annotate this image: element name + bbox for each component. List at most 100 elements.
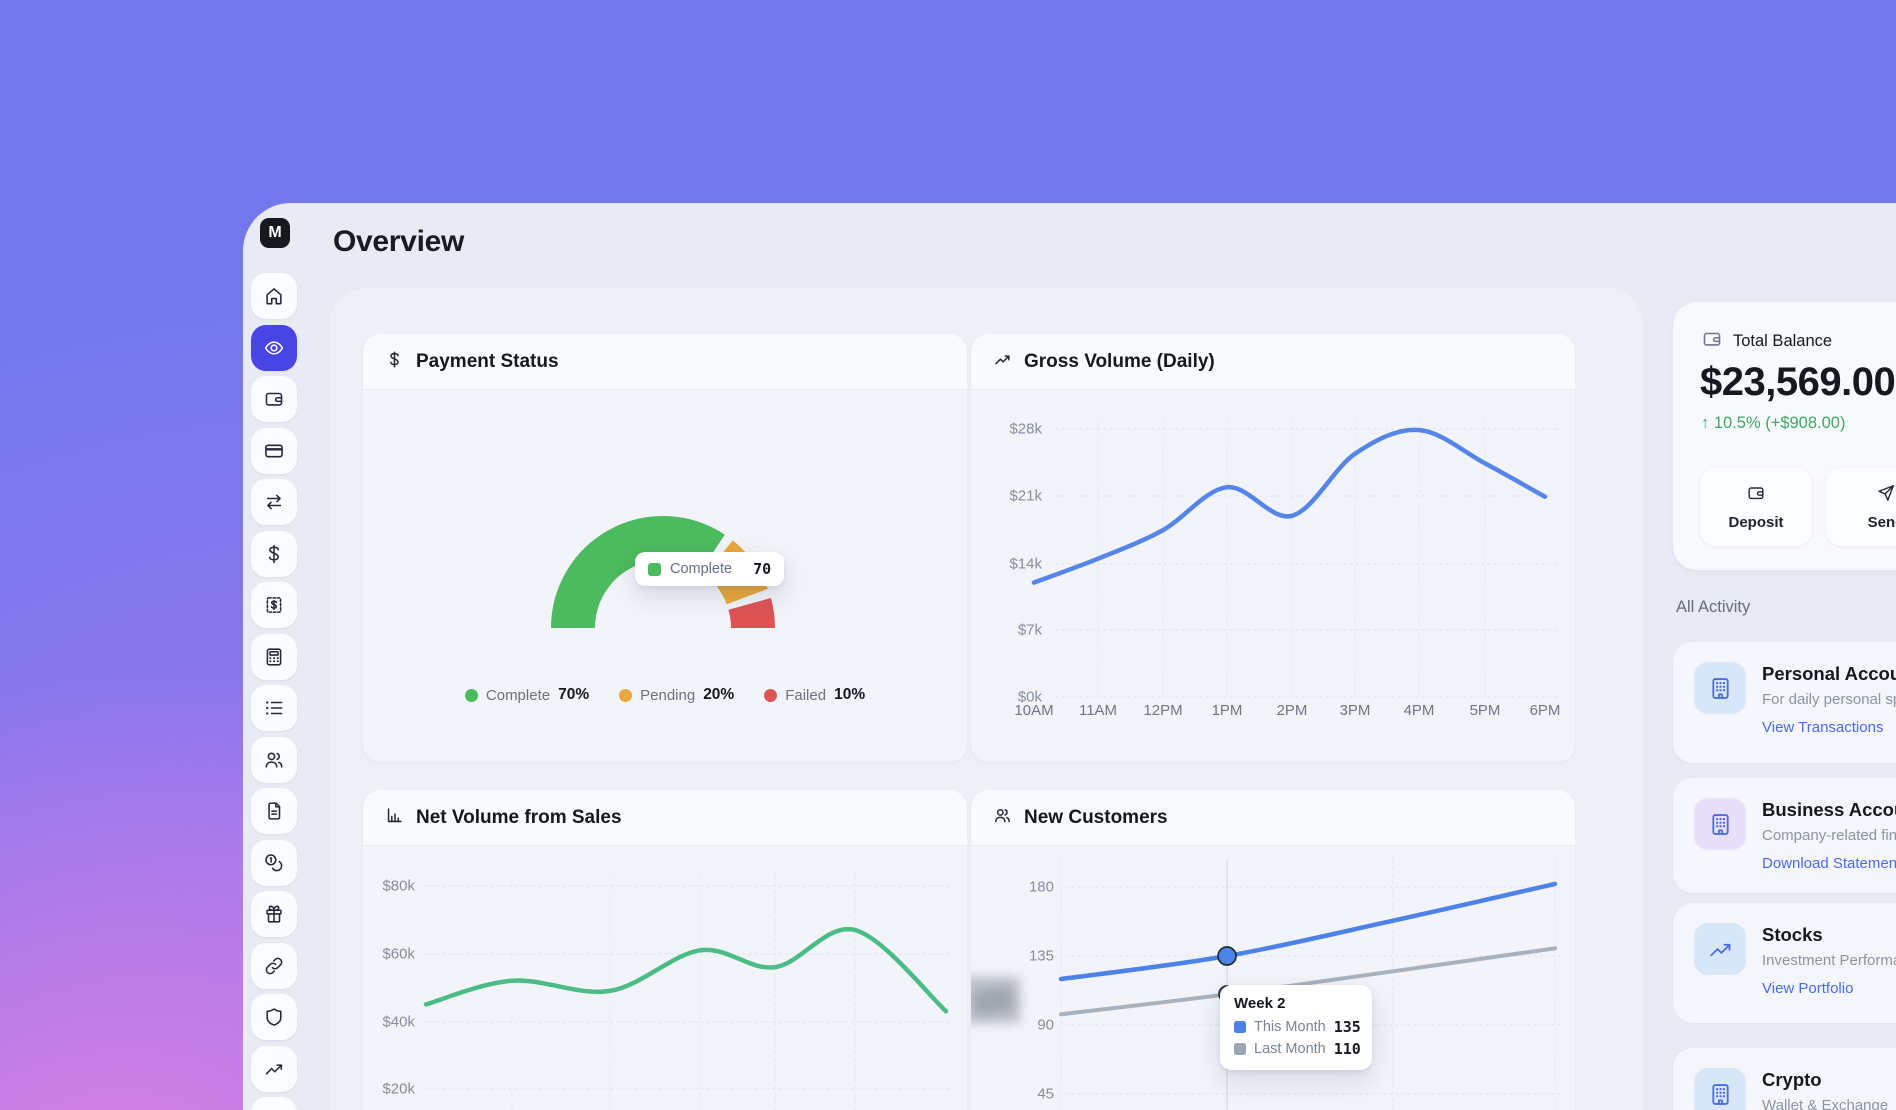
sidebar-item-list[interactable] — [251, 685, 297, 731]
payment-status-card: Payment Status Complete 70 Complete 70% Pe… — [363, 334, 967, 762]
activity-subtitle: Wallet & Exchange — [1762, 1097, 1889, 1110]
sidebar-item-coins[interactable] — [251, 839, 297, 886]
x-axis-tick: 6PM — [1529, 702, 1561, 719]
invoice-dollar-icon — [266, 597, 282, 613]
legend-item: Complete 70% — [464, 686, 590, 704]
y-axis-tick: $0k — [1017, 688, 1042, 706]
activity-subtitle: Company-related finances — [1762, 827, 1896, 844]
transfer-arrows-icon — [266, 494, 282, 510]
gauge-chart-area: Complete 70 Complete 70% Pending 20% Failed 1… — [363, 390, 967, 762]
activity-subtitle: For daily personal spending — [1762, 691, 1896, 708]
coins-icon — [265, 853, 283, 871]
legend-label: Pending — [640, 686, 696, 704]
send-icon-wrap — [1876, 483, 1896, 507]
legend-label: Complete — [485, 686, 551, 704]
sidebar-item-calculator[interactable] — [251, 633, 297, 680]
tooltip-swatch — [1234, 1043, 1246, 1055]
net-volume-chart-area: $80k $60k $40k $20k — [363, 846, 967, 1110]
sidebar-item-link[interactable] — [251, 942, 297, 989]
total-balance-amount: $23,569.00 — [1700, 360, 1896, 404]
activity-subtitle: Investment Performance — [1762, 952, 1896, 969]
card-header: Payment Status — [363, 334, 967, 390]
dollar-sign-icon — [390, 350, 399, 368]
users-icon-wrap — [993, 806, 1012, 830]
sidebar-item-credit-card[interactable] — [251, 427, 297, 474]
sidebar-item-wallet[interactable] — [251, 376, 297, 422]
x-axis-tick: 2PM — [1276, 702, 1308, 719]
sidebar-item-trending-up[interactable] — [251, 1045, 297, 1092]
sidebar-item-dollar-sign[interactable] — [251, 530, 297, 577]
sidebar-item-eye[interactable] — [251, 324, 297, 371]
sidebar-item-invoice-dollar[interactable] — [251, 582, 297, 628]
deposit-button[interactable]: Deposit — [1700, 468, 1812, 546]
y-axis-tick: 90 — [1037, 1016, 1054, 1034]
x-axis-tick: 5PM — [1469, 702, 1501, 719]
x-axis-tick: 11AM — [1078, 702, 1118, 719]
legend-value: 10% — [834, 686, 866, 703]
tooltip-row-value: 110 — [1333, 1040, 1361, 1058]
wallet-icon-wrap — [1701, 328, 1723, 355]
y-axis-tick: $28k — [1009, 420, 1042, 438]
activity-title: Stocks — [1762, 924, 1823, 945]
sidebar-item-transfer-arrows[interactable] — [251, 479, 297, 525]
deposit-icon-wrap — [1746, 483, 1766, 507]
new-customers-chart-area: 180 135 90 45 Week 2 This Month 135 Last Mont… — [971, 846, 1575, 1110]
card-title: Payment Status — [416, 350, 559, 372]
y-axis-tick: $21k — [1009, 487, 1042, 505]
dashboard-window: M Overview Payment Status Complete 70 Co… — [243, 203, 1896, 1110]
sidebar-item-document[interactable] — [251, 788, 297, 834]
net-volume-line-chart — [423, 875, 950, 1110]
x-axis-tick: 4PM — [1403, 702, 1435, 719]
activity-title: Personal Account — [1762, 663, 1896, 684]
activity-item-crypto[interactable]: Crypto Wallet & Exchange — [1673, 1048, 1896, 1110]
activity-link[interactable]: View Portfolio — [1762, 980, 1854, 997]
card-title: Net Volume from Sales — [416, 806, 622, 828]
building-icon — [1711, 677, 1729, 699]
all-activity-heading: All Activity — [1676, 598, 1751, 616]
x-axis-tick: 12PM — [1143, 702, 1183, 719]
activity-title: Business Account — [1762, 799, 1896, 820]
new-customers-line-chart — [1058, 859, 1562, 1110]
activity-item-personal-account[interactable]: Personal Account For daily personal spend… — [1673, 642, 1896, 763]
deposit-label: Deposit — [1728, 514, 1784, 531]
trending-up-icon — [1709, 943, 1730, 956]
sidebar-item-shield[interactable] — [251, 994, 297, 1040]
activity-link[interactable]: Download Statements — [1762, 855, 1896, 872]
tooltip-row-label: This Month — [1254, 1019, 1326, 1035]
card-header: New Customers — [971, 790, 1575, 846]
credit-card-icon — [265, 444, 283, 457]
activity-icon-tile — [1694, 1068, 1746, 1110]
legend-item: Failed 10% — [764, 686, 865, 704]
tooltip-row-label: Last Month — [1254, 1041, 1326, 1057]
legend-item: Pending 20% — [619, 686, 734, 704]
sidebar-item-device[interactable] — [251, 1097, 297, 1110]
tooltip-row: Last Month 110 — [1234, 1040, 1361, 1058]
send-label: Send — [1867, 514, 1896, 531]
activity-item-stocks[interactable]: Stocks Investment Performance View Portfol… — [1673, 903, 1896, 1023]
x-axis-tick: 10AM — [1014, 702, 1054, 719]
activity-item-business-account[interactable]: Business Account Company-related finances… — [1673, 778, 1896, 893]
y-axis-tick: 180 — [1028, 878, 1054, 896]
wallet-icon — [1748, 487, 1764, 500]
trending-up-icon — [995, 354, 1010, 364]
shield-icon — [266, 1008, 282, 1026]
dollar-sign-icon — [269, 544, 279, 563]
y-axis-tick: $80k — [382, 877, 415, 895]
gauge-tooltip: Complete 70 — [635, 552, 785, 586]
users-icon — [995, 808, 1010, 822]
y-axis-tick: 45 — [1037, 1085, 1054, 1103]
send-button[interactable]: Send — [1826, 468, 1896, 546]
sidebar-item-users[interactable] — [251, 736, 297, 783]
legend-value: 70% — [558, 686, 590, 703]
activity-link[interactable]: View Transactions — [1762, 719, 1884, 736]
net-volume-card: Net Volume from Sales $80k $60k $40k $20k — [363, 790, 967, 1110]
activity-icon-tile — [1694, 798, 1746, 850]
app-logo: M — [260, 218, 290, 248]
y-axis-tick: $14k — [1009, 555, 1042, 573]
home-icon — [266, 288, 282, 305]
sidebar-item-gift[interactable] — [251, 891, 297, 937]
calculator-icon — [266, 647, 282, 666]
sidebar-item-home[interactable] — [251, 273, 297, 319]
bar-chart-icon-wrap — [385, 806, 404, 830]
